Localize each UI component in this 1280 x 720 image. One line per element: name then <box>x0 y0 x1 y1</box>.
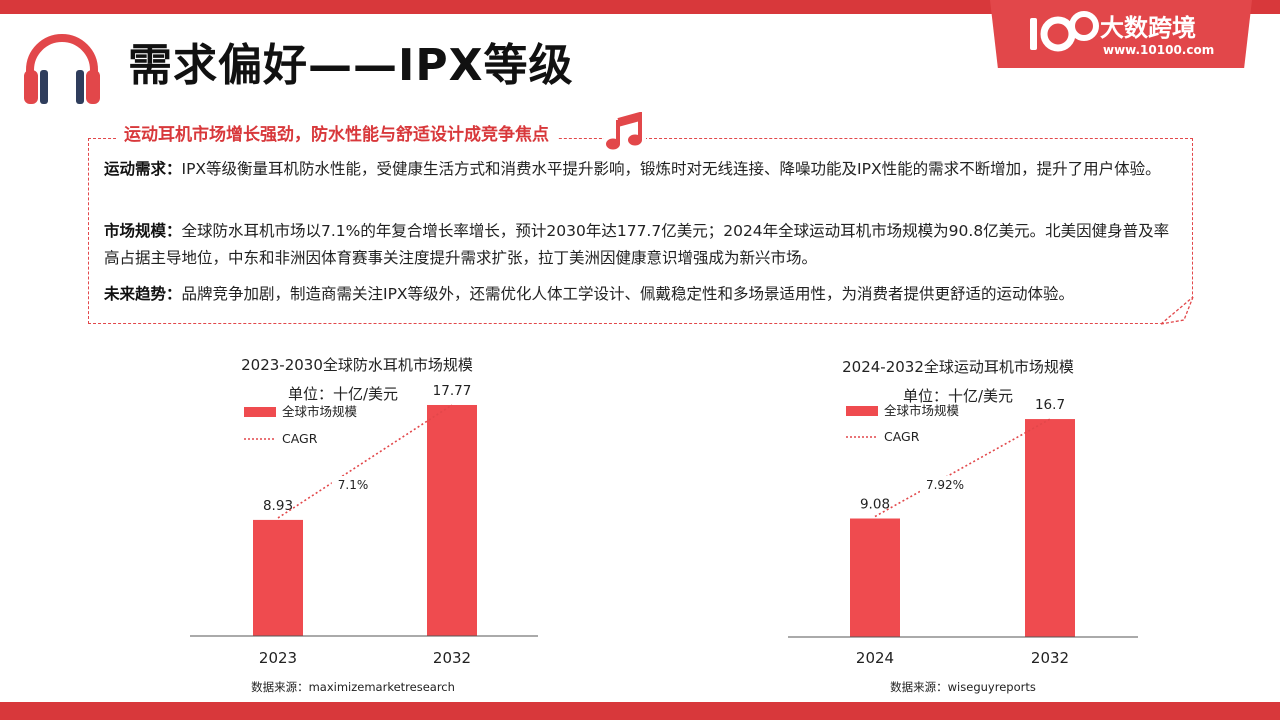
legend-label: 全球市场规模 <box>884 403 960 418</box>
chart-subtitle: 单位：十亿/美元 <box>903 387 1013 405</box>
legend-label: CAGR <box>282 431 318 446</box>
data-label: 9.08 <box>860 497 890 513</box>
chart-source: 数据来源：maximizemarketresearch <box>251 680 455 694</box>
paragraph-future-trend: 未来趋势：品牌竞争加剧，制造商需关注IPX等级外，还需优化人体工学设计、佩戴稳定… <box>104 281 1184 308</box>
chart-source: 数据来源：wiseguyreports <box>890 680 1036 694</box>
paragraph-sport-demand: 运动需求：IPX等级衡量耳机防水性能，受健康生活方式和消费水平提升影响，锻炼时对… <box>104 156 1184 183</box>
paragraph-market-size: 市场规模：全球防水耳机市场以7.1%的年复合增长率增长，预计2030年达177.… <box>104 218 1184 272</box>
bar <box>253 519 303 636</box>
box-corner-fold <box>1160 296 1194 325</box>
legend-swatch <box>244 407 276 417</box>
headphone-icon <box>24 34 100 104</box>
x-tick-label: 2032 <box>433 649 471 667</box>
brand-logo-icon <box>1030 11 1099 52</box>
data-label: 16.7 <box>1035 397 1065 413</box>
cagr-line <box>874 418 1051 518</box>
chart-title: 2023-2030全球防水耳机市场规模 <box>241 356 473 374</box>
x-tick-label: 2023 <box>259 649 297 667</box>
paragraph-label: 未来趋势： <box>104 285 182 303</box>
music-note-icon <box>604 112 646 152</box>
cagr-label-backing <box>331 476 375 494</box>
brand-name: 大数跨境 <box>1100 14 1196 42</box>
x-tick-label: 2024 <box>856 649 894 667</box>
top-accent-bar <box>0 0 1280 14</box>
cagr-label: 7.1% <box>338 478 369 492</box>
bottom-accent-bar <box>0 702 1280 720</box>
cagr-line <box>277 404 453 519</box>
bar <box>850 518 900 637</box>
chart-title: 2024-2032全球运动耳机市场规模 <box>842 358 1074 376</box>
paragraph-text: 全球防水耳机市场以7.1%的年复合增长率增长，预计2030年达177.7亿美元；… <box>104 222 1170 267</box>
cagr-label: 7.92% <box>926 478 964 492</box>
paragraph-label: 市场规模： <box>104 222 182 240</box>
paragraph-text: IPX等级衡量耳机防水性能，受健康生活方式和消费水平提升影响，锻炼时对无线连接、… <box>181 160 1161 178</box>
paragraph-text: 品牌竞争加剧，制造商需关注IPX等级外，还需优化人体工学设计、佩戴稳定性和多场景… <box>181 285 1075 303</box>
legend-label: CAGR <box>884 429 920 444</box>
legend-swatch <box>846 406 878 416</box>
brand-url: www.10100.com <box>1103 43 1215 57</box>
chart-subtitle: 单位：十亿/美元 <box>288 385 398 403</box>
x-tick-label: 2032 <box>1031 649 1069 667</box>
bar <box>427 404 477 636</box>
page-title: 需求偏好——IPX等级 <box>128 40 574 91</box>
legend-label: 全球市场规模 <box>282 404 358 419</box>
cagr-label-backing <box>919 476 971 494</box>
data-label: 17.77 <box>433 383 472 399</box>
data-label: 8.93 <box>263 498 293 514</box>
box-heading: 运动耳机市场增长强劲，防水性能与舒适设计成竞争焦点 <box>116 122 557 148</box>
paragraph-label: 运动需求： <box>104 160 182 178</box>
bar <box>1025 419 1075 637</box>
